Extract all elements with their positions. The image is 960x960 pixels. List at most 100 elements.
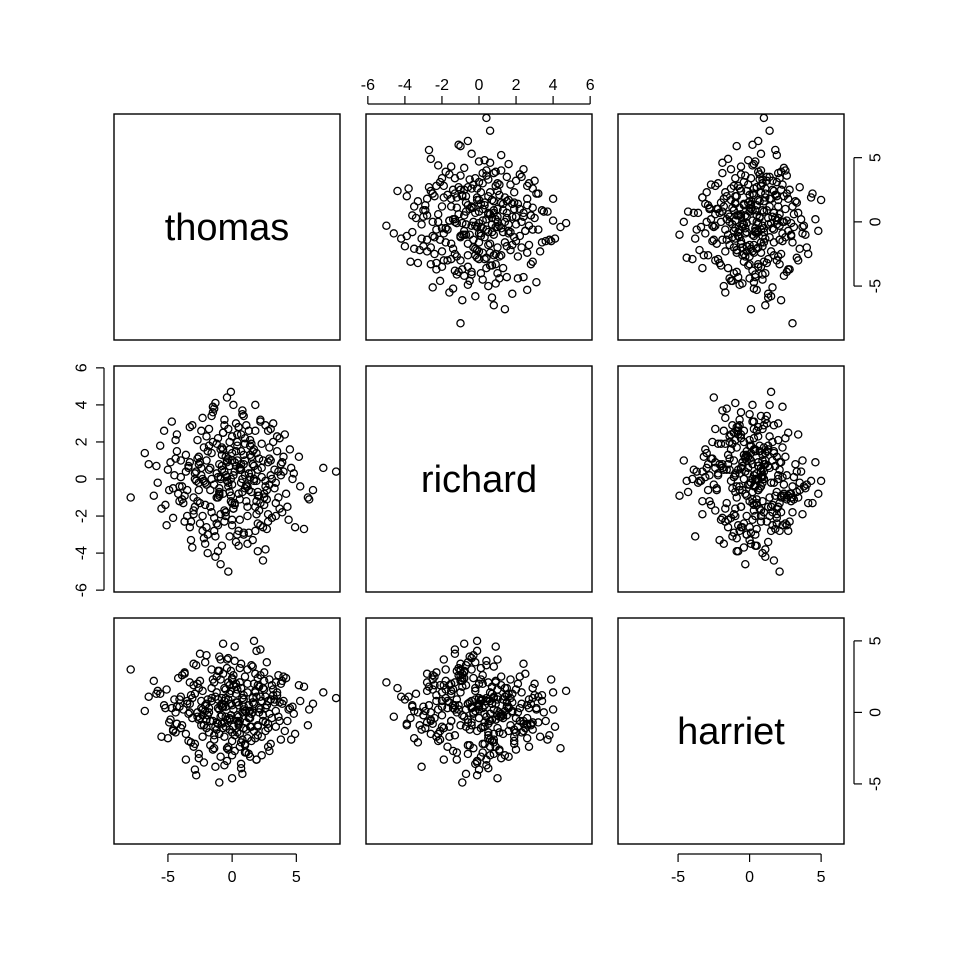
point (755, 441, 764, 450)
point (693, 208, 703, 218)
x-tick-label-richard-top: 4 (549, 77, 558, 94)
point (256, 521, 265, 530)
point (227, 773, 237, 783)
point (706, 180, 716, 189)
point (234, 541, 243, 550)
point (446, 686, 456, 696)
point (452, 252, 462, 261)
point (758, 221, 767, 230)
point (758, 472, 767, 482)
point (236, 763, 246, 773)
point (194, 749, 204, 759)
point (753, 136, 763, 146)
point (751, 224, 760, 233)
point (259, 676, 269, 686)
point (236, 683, 246, 693)
point (446, 716, 456, 726)
point (695, 476, 704, 486)
point (233, 437, 242, 447)
point (502, 197, 512, 206)
point (177, 495, 187, 504)
point (304, 705, 314, 714)
point (781, 204, 790, 214)
point (751, 511, 760, 521)
point (753, 262, 763, 272)
point (476, 723, 486, 733)
point (496, 709, 506, 719)
point (788, 493, 797, 502)
point (426, 715, 436, 724)
point (758, 496, 767, 506)
point (227, 751, 237, 760)
point (768, 185, 777, 195)
point (498, 206, 508, 215)
x-tick-label-richard-top: 2 (512, 77, 521, 94)
point (733, 521, 743, 530)
point (441, 676, 450, 686)
point (408, 701, 417, 710)
point (739, 543, 749, 552)
point (236, 430, 246, 439)
point (543, 735, 552, 744)
point (798, 509, 807, 519)
x-tick-label-richard-top: 0 (475, 77, 484, 94)
point (493, 711, 502, 720)
point (548, 688, 558, 697)
point (778, 521, 787, 530)
point (491, 249, 500, 259)
point (776, 295, 786, 305)
point (257, 696, 266, 706)
point (753, 167, 763, 177)
point (765, 202, 774, 211)
point (218, 445, 228, 454)
point (776, 185, 786, 195)
point (389, 712, 399, 721)
point (718, 459, 727, 469)
point (769, 208, 779, 218)
point (152, 689, 161, 699)
point (257, 751, 266, 760)
point (203, 446, 212, 456)
point (788, 508, 797, 517)
point (435, 726, 445, 736)
point (539, 207, 549, 216)
point (140, 448, 150, 458)
point (482, 656, 491, 666)
point (743, 198, 753, 207)
point (766, 502, 776, 512)
point (467, 718, 476, 727)
point (771, 491, 780, 500)
point (541, 716, 550, 726)
point (295, 696, 305, 706)
point (461, 191, 471, 201)
point (530, 176, 539, 186)
point (801, 484, 810, 493)
point (548, 705, 558, 714)
point (482, 263, 491, 273)
point (252, 755, 261, 764)
point (772, 256, 782, 265)
point (190, 765, 200, 774)
point (535, 732, 545, 741)
point (213, 703, 223, 713)
point (705, 471, 714, 480)
point (157, 732, 166, 741)
point (746, 244, 756, 254)
point (522, 713, 532, 723)
point (722, 465, 731, 474)
point (215, 729, 224, 739)
point (182, 485, 192, 495)
point (723, 263, 733, 273)
point (211, 762, 220, 772)
point (556, 222, 565, 232)
point (199, 534, 209, 543)
point (234, 489, 243, 499)
point (721, 247, 730, 256)
point (709, 393, 719, 402)
point (259, 500, 269, 510)
point (721, 413, 730, 423)
point (261, 421, 270, 430)
point (545, 731, 554, 740)
point (706, 500, 716, 510)
point (162, 685, 171, 694)
